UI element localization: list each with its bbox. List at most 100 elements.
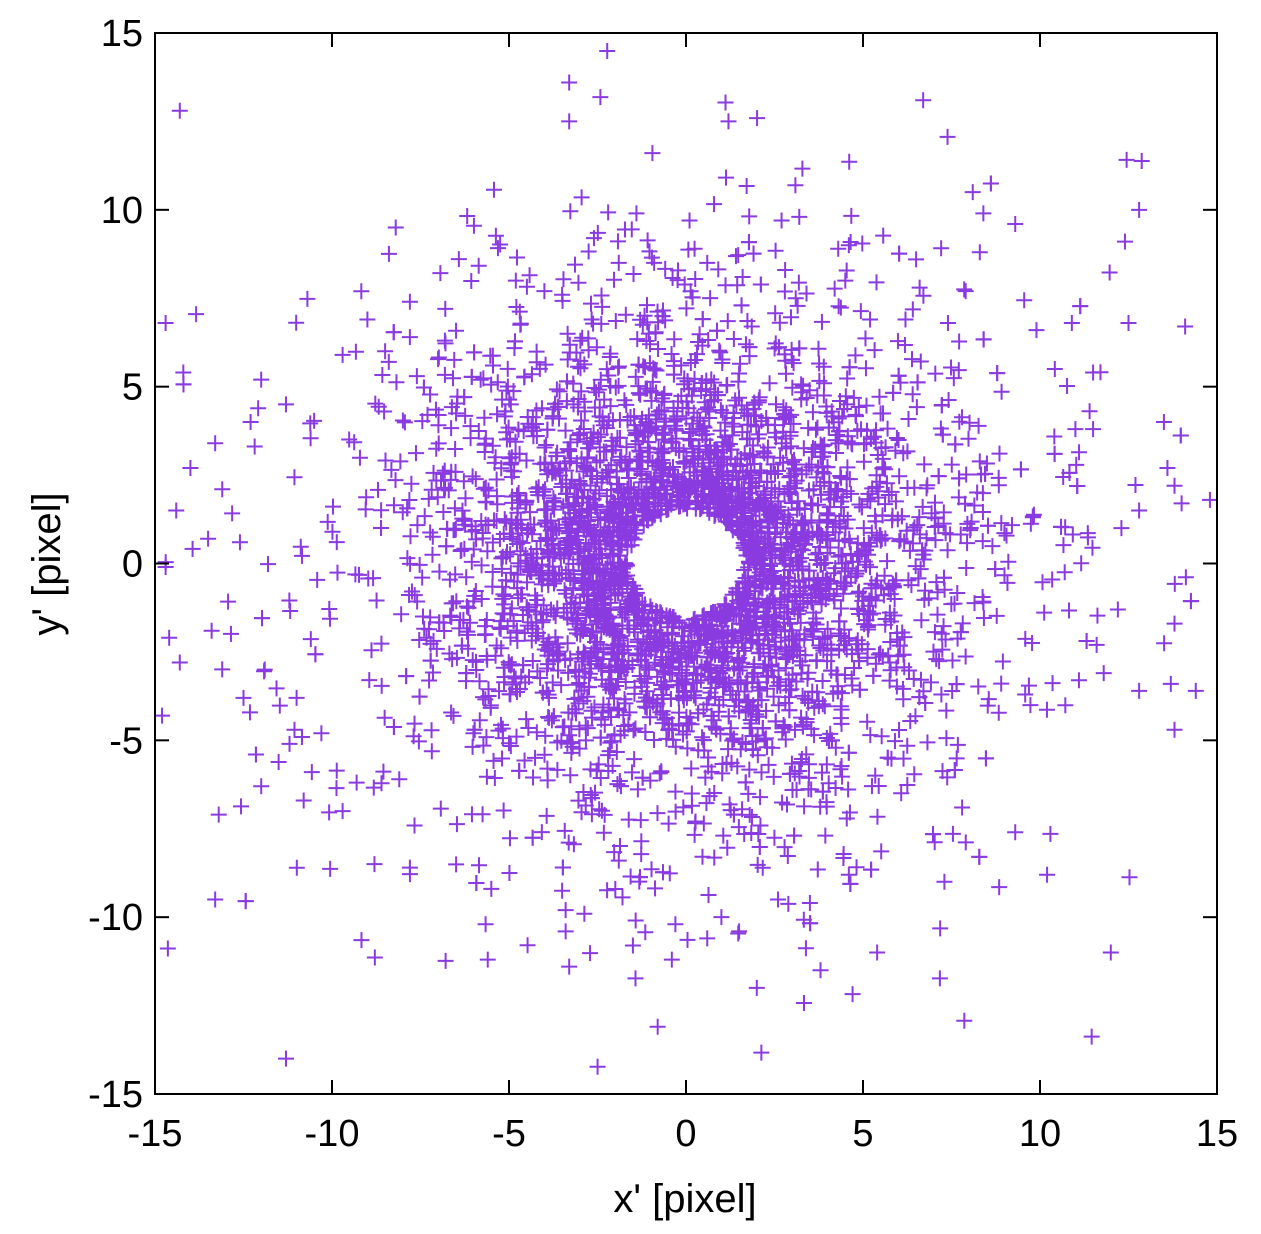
data-point [765, 768, 782, 785]
data-point [763, 489, 780, 506]
data-point [872, 645, 889, 662]
data-point [782, 562, 799, 579]
data-point [376, 709, 393, 726]
data-point [549, 600, 566, 617]
data-point [707, 688, 724, 705]
data-point [470, 423, 487, 440]
data-point [547, 395, 564, 412]
data-point [528, 402, 545, 419]
data-point [725, 330, 742, 347]
data-point [746, 590, 763, 607]
data-point [203, 622, 220, 639]
data-point [939, 315, 956, 332]
data-point [783, 538, 800, 555]
data-point [863, 778, 880, 795]
data-point [767, 574, 784, 591]
data-point [784, 666, 801, 683]
data-point [411, 632, 428, 649]
data-point [737, 603, 754, 620]
data-point [916, 456, 933, 473]
data-point [765, 688, 782, 705]
data-point [401, 293, 418, 310]
data-point [694, 848, 711, 865]
data-point [559, 351, 576, 368]
data-point [398, 668, 415, 685]
data-point [958, 466, 975, 483]
data-point [542, 512, 559, 529]
data-point [554, 859, 571, 876]
data-point [920, 590, 937, 607]
data-point [489, 240, 506, 257]
data-point [629, 631, 646, 648]
data-point [594, 578, 611, 595]
data-point [730, 651, 747, 668]
data-point [964, 184, 981, 201]
data-point [906, 479, 923, 496]
data-point [650, 340, 667, 357]
data-point [612, 511, 629, 528]
axis-ticks [154, 32, 1218, 1095]
data-point [520, 415, 537, 432]
data-point [686, 472, 703, 489]
data-point [443, 595, 460, 612]
data-point [830, 240, 847, 257]
data-point [584, 709, 601, 726]
data-point [547, 608, 564, 625]
data-point [463, 273, 480, 290]
data-point [730, 373, 747, 390]
data-point [580, 679, 597, 696]
data-point [607, 587, 624, 604]
data-point [573, 412, 590, 429]
data-point [867, 655, 884, 672]
data-point [957, 283, 974, 300]
data-point [853, 421, 870, 438]
data-point [465, 541, 482, 558]
data-point [553, 677, 570, 694]
data-point [777, 660, 794, 677]
data-point [739, 312, 756, 329]
data-point [654, 706, 671, 723]
data-point [502, 606, 519, 623]
data-point [839, 511, 856, 528]
data-point [911, 279, 928, 296]
data-point [689, 474, 706, 491]
data-point [707, 720, 724, 737]
data-point [1017, 630, 1034, 647]
data-point [438, 538, 455, 555]
data-point [869, 808, 886, 825]
data-point [683, 785, 700, 802]
data-point [798, 462, 815, 479]
data-point [517, 496, 534, 513]
data-point [978, 455, 995, 472]
data-point [966, 595, 983, 612]
data-point [749, 541, 766, 558]
data-point [512, 315, 529, 332]
data-point [794, 160, 811, 177]
data-point [578, 599, 595, 616]
data-point [182, 460, 199, 477]
data-point [1089, 607, 1106, 624]
data-point [784, 453, 801, 470]
data-point [581, 440, 598, 457]
data-point [938, 730, 955, 747]
data-point [524, 829, 541, 846]
data-point [841, 471, 858, 488]
data-point [396, 414, 413, 431]
data-point [993, 515, 1010, 532]
data-point [789, 606, 806, 623]
data-point [159, 940, 176, 957]
data-point [841, 359, 858, 376]
data-point [873, 843, 890, 860]
data-point [840, 744, 857, 761]
data-point [663, 951, 680, 968]
data-point [915, 287, 932, 304]
data-point [833, 758, 850, 775]
data-point [462, 418, 479, 435]
data-point [528, 354, 545, 371]
data-point [745, 514, 762, 531]
data-point [620, 811, 637, 828]
data-point [702, 649, 719, 666]
data-point [478, 494, 495, 511]
x-axis-label: x' [pixel] [613, 1177, 756, 1221]
data-point [638, 689, 655, 706]
